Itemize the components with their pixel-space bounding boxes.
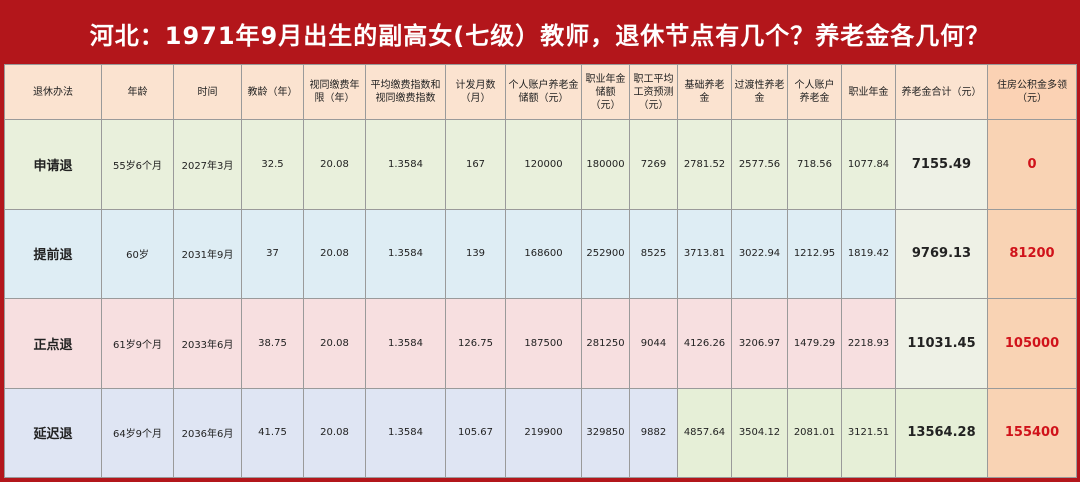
table-row: 申请退 55岁6个月 2027年3月 32.5 20.08 1.3584 167… xyxy=(4,119,1077,210)
deemed-years-cell: 20.08 xyxy=(303,298,366,389)
months-cell: 105.67 xyxy=(445,387,506,478)
transitional-pension-cell: 3022.94 xyxy=(731,208,788,299)
time-cell: 2031年9月 xyxy=(173,208,242,299)
index-cell: 1.3584 xyxy=(365,387,446,478)
header-cell: 过渡性养老金 xyxy=(731,64,788,120)
retirement-method: 提前退 xyxy=(4,208,102,299)
annuity-balance-cell: 180000 xyxy=(581,119,630,210)
total-pension-cell: 9769.13 xyxy=(895,208,988,299)
annuity-balance-cell: 329850 xyxy=(581,387,630,478)
housing-fund-cell: 105000 xyxy=(987,298,1077,389)
total-pension-cell: 11031.45 xyxy=(895,298,988,389)
basic-pension-cell: 3713.81 xyxy=(677,208,732,299)
header-cell: 个人账户养老金 xyxy=(787,64,842,120)
retirement-method: 申请退 xyxy=(4,119,102,210)
housing-fund-cell: 0 xyxy=(987,119,1077,210)
retirement-method: 正点退 xyxy=(4,298,102,389)
avg-wage-cell: 9882 xyxy=(629,387,678,478)
annuity-cell: 3121.51 xyxy=(841,387,896,478)
personal-account-cell: 120000 xyxy=(505,119,582,210)
time-cell: 2036年6月 xyxy=(173,387,242,478)
age-cell: 55岁6个月 xyxy=(101,119,174,210)
basic-pension-cell: 4857.64 xyxy=(677,387,732,478)
retirement-method: 延迟退 xyxy=(4,387,102,478)
annuity-balance-cell: 252900 xyxy=(581,208,630,299)
personal-pension-cell: 1212.95 xyxy=(787,208,842,299)
page-title: 河北：1971年9月出生的副高女(七级）教师，退休节点有几个？养老金各几何？ xyxy=(89,21,991,50)
avg-wage-cell: 9044 xyxy=(629,298,678,389)
header-cell: 基础养老金 xyxy=(677,64,732,120)
header-cell: 住房公积金多领（元） xyxy=(987,64,1077,120)
personal-account-cell: 187500 xyxy=(505,298,582,389)
header-cell: 职业年金 xyxy=(841,64,896,120)
deemed-years-cell: 20.08 xyxy=(303,208,366,299)
header-cell: 个人账户养老金储额（元） xyxy=(505,64,582,120)
index-cell: 1.3584 xyxy=(365,119,446,210)
header-row: 退休办法 年龄 时间 教龄（年） 视同缴费年限（年） 平均缴费指数和视同缴费指数… xyxy=(4,64,1077,120)
avg-wage-cell: 7269 xyxy=(629,119,678,210)
header-cell: 养老金合计（元） xyxy=(895,64,988,120)
teaching-years-cell: 37 xyxy=(241,208,304,299)
age-cell: 60岁 xyxy=(101,208,174,299)
index-cell: 1.3584 xyxy=(365,208,446,299)
index-cell: 1.3584 xyxy=(365,298,446,389)
personal-account-cell: 168600 xyxy=(505,208,582,299)
months-cell: 139 xyxy=(445,208,506,299)
total-pension-cell: 13564.28 xyxy=(895,387,988,478)
header-cell: 时间 xyxy=(173,64,242,120)
table-row: 正点退 61岁9个月 2033年6月 38.75 20.08 1.3584 12… xyxy=(4,298,1077,389)
header-cell: 年龄 xyxy=(101,64,174,120)
housing-fund-cell: 81200 xyxy=(987,208,1077,299)
age-cell: 61岁9个月 xyxy=(101,298,174,389)
header-cell: 退休办法 xyxy=(4,64,102,120)
header-cell: 职业年金储额（元） xyxy=(581,64,630,120)
personal-pension-cell: 718.56 xyxy=(787,119,842,210)
personal-pension-cell: 1479.29 xyxy=(787,298,842,389)
transitional-pension-cell: 2577.56 xyxy=(731,119,788,210)
teaching-years-cell: 41.75 xyxy=(241,387,304,478)
basic-pension-cell: 4126.26 xyxy=(677,298,732,389)
total-pension-cell: 7155.49 xyxy=(895,119,988,210)
annuity-cell: 1819.42 xyxy=(841,208,896,299)
header-cell: 职工平均工资预测（元） xyxy=(629,64,678,120)
table-row: 提前退 60岁 2031年9月 37 20.08 1.3584 139 1686… xyxy=(4,208,1077,299)
months-cell: 167 xyxy=(445,119,506,210)
header-cell: 平均缴费指数和视同缴费指数 xyxy=(365,64,446,120)
avg-wage-cell: 8525 xyxy=(629,208,678,299)
time-cell: 2027年3月 xyxy=(173,119,242,210)
header-cell: 教龄（年） xyxy=(241,64,304,120)
pension-table: 退休办法 年龄 时间 教龄（年） 视同缴费年限（年） 平均缴费指数和视同缴费指数… xyxy=(4,64,1077,478)
housing-fund-cell: 155400 xyxy=(987,387,1077,478)
annuity-cell: 2218.93 xyxy=(841,298,896,389)
teaching-years-cell: 32.5 xyxy=(241,119,304,210)
time-cell: 2033年6月 xyxy=(173,298,242,389)
header-cell: 视同缴费年限（年） xyxy=(303,64,366,120)
transitional-pension-cell: 3504.12 xyxy=(731,387,788,478)
transitional-pension-cell: 3206.97 xyxy=(731,298,788,389)
annuity-balance-cell: 281250 xyxy=(581,298,630,389)
personal-account-cell: 219900 xyxy=(505,387,582,478)
deemed-years-cell: 20.08 xyxy=(303,387,366,478)
deemed-years-cell: 20.08 xyxy=(303,119,366,210)
annuity-cell: 1077.84 xyxy=(841,119,896,210)
basic-pension-cell: 2781.52 xyxy=(677,119,732,210)
months-cell: 126.75 xyxy=(445,298,506,389)
age-cell: 64岁9个月 xyxy=(101,387,174,478)
table-row: 延迟退 64岁9个月 2036年6月 41.75 20.08 1.3584 10… xyxy=(4,387,1077,478)
header-cell: 计发月数（月） xyxy=(445,64,506,120)
personal-pension-cell: 2081.01 xyxy=(787,387,842,478)
teaching-years-cell: 38.75 xyxy=(241,298,304,389)
